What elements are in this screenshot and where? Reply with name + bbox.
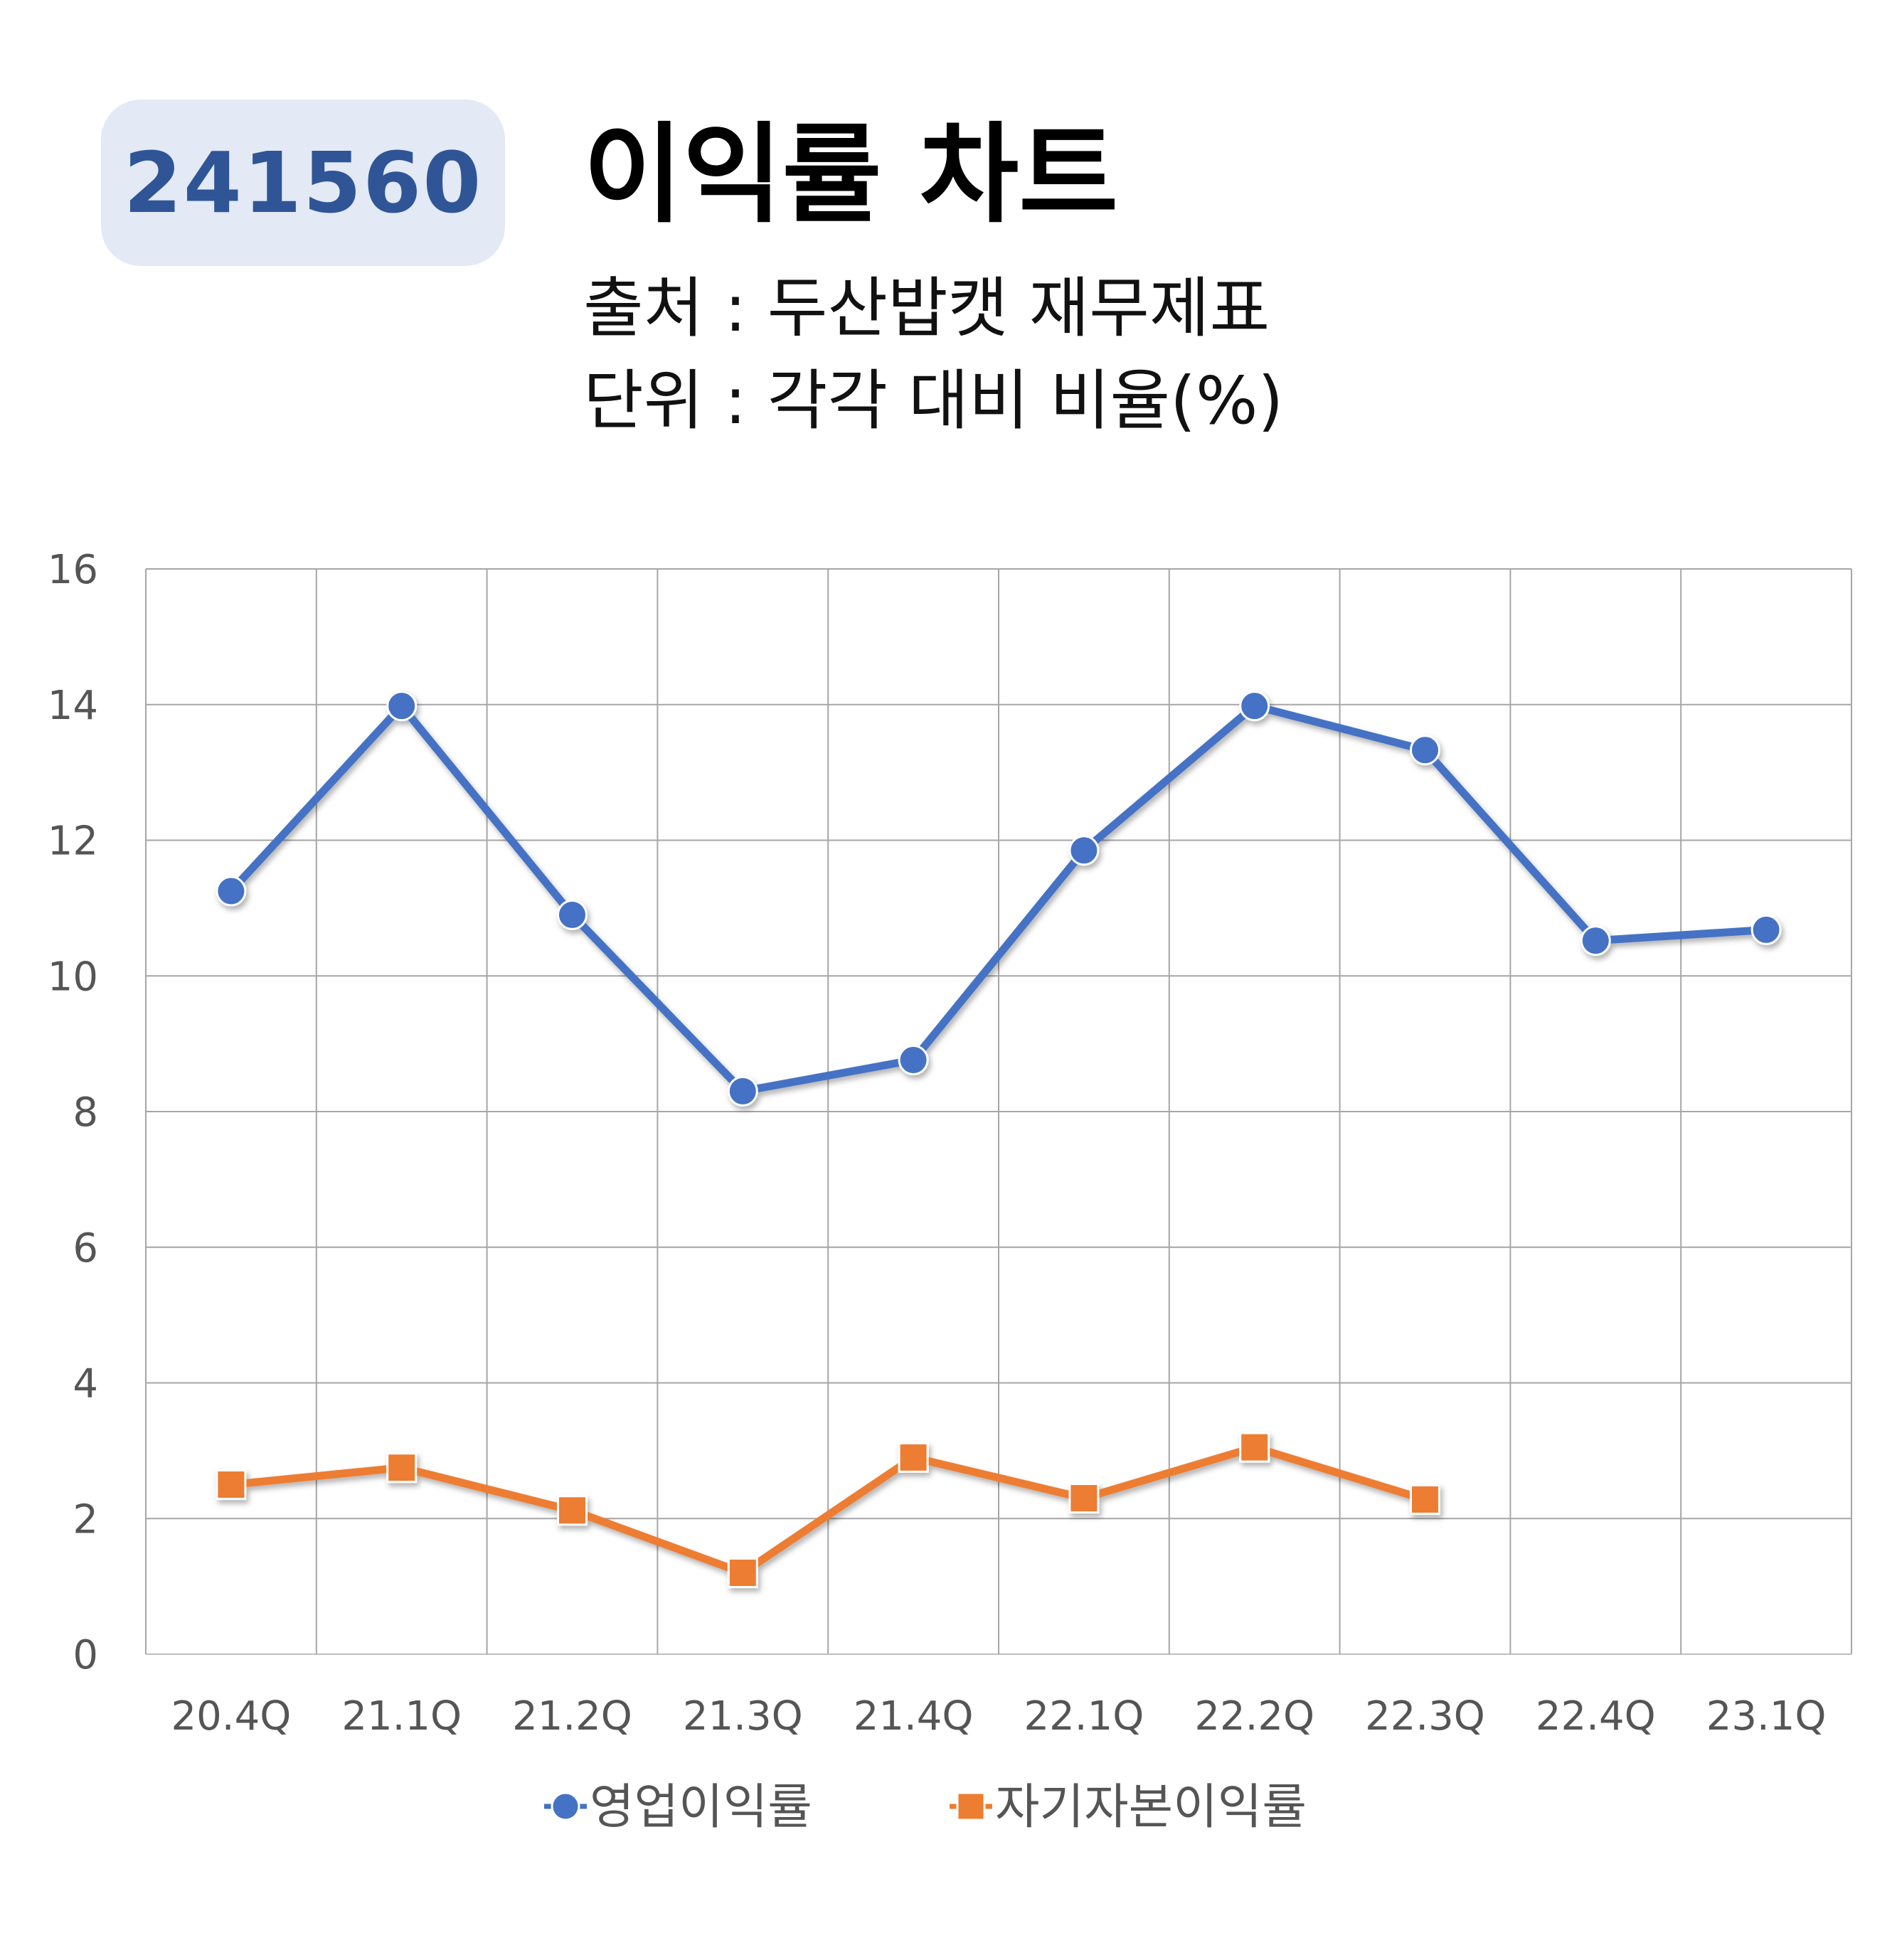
x-tick-label: 21.3Q: [683, 1693, 803, 1740]
series-2: [216, 1432, 1440, 1589]
legend-item: 자기자본이익률: [950, 1779, 1307, 1836]
x-tick-label: 23.1Q: [1706, 1693, 1827, 1740]
data-point: [1239, 1432, 1270, 1463]
legend-marker: [551, 1791, 580, 1821]
y-tick-label: 10: [48, 954, 98, 1000]
data-point: [898, 1045, 929, 1076]
data-point: [216, 875, 247, 907]
data-point: [216, 1469, 247, 1501]
x-tick-label: 21.4Q: [854, 1693, 974, 1740]
unit-text: 단위 : 각각 대비 비율(%): [583, 363, 1284, 439]
ticker-badge: 241560: [101, 100, 505, 266]
data-point: [727, 1075, 758, 1107]
data-point: [386, 691, 418, 722]
series-line: [227, 1443, 1429, 1577]
data-point: [386, 1452, 418, 1484]
data-point: [898, 1442, 929, 1473]
x-tick-label: 20.4Q: [171, 1693, 292, 1740]
x-tick-label: 22.3Q: [1365, 1693, 1485, 1740]
ticker-code: 241560: [123, 134, 483, 232]
y-tick-label: 12: [48, 819, 98, 865]
x-tick-label: 22.2Q: [1194, 1693, 1314, 1740]
legend-marker: [956, 1791, 986, 1821]
data-point: [1750, 914, 1782, 945]
legend: 영업이익률 자기자본이익률: [544, 1779, 1307, 1836]
source-text: 출처 : 두산밥캣 재무제표: [583, 270, 1270, 346]
y-tick-label: 4: [73, 1361, 98, 1407]
y-tick-label: 14: [48, 683, 98, 729]
axis-ticks: 0 2 4 6 8 10 12 14 16 20.4Q 21.1Q 21.2Q 21.3Q 21.4Q 22…: [48, 547, 1827, 1740]
legend-label: 자기자본이익률: [995, 1779, 1307, 1836]
data-point: [557, 1495, 588, 1526]
series-line: [227, 702, 1770, 1095]
data-point: [1580, 925, 1611, 957]
chart-title: 이익률 차트: [583, 112, 1119, 238]
x-tick-label: 22.1Q: [1024, 1693, 1144, 1740]
y-tick-label: 8: [73, 1090, 98, 1136]
series: [216, 691, 1782, 1589]
y-tick-label: 6: [73, 1225, 98, 1272]
legend-item: 영업이익률: [544, 1779, 812, 1836]
data-point: [557, 899, 588, 930]
y-tick-label: 16: [48, 547, 98, 593]
series-1: [216, 691, 1782, 1107]
y-tick-label: 0: [73, 1632, 98, 1678]
data-point: [1068, 835, 1100, 866]
x-tick-label: 22.4Q: [1536, 1693, 1656, 1740]
data-point: [1410, 1484, 1440, 1516]
x-tick-label: 21.1Q: [341, 1693, 462, 1740]
grid: [145, 568, 1852, 1655]
data-point: [1068, 1483, 1100, 1514]
data-point: [727, 1557, 758, 1589]
data-point: [1239, 691, 1270, 722]
legend-label: 영업이익률: [590, 1779, 812, 1836]
x-tick-label: 21.2Q: [512, 1693, 632, 1740]
data-point: [1410, 735, 1440, 766]
y-tick-label: 2: [73, 1496, 98, 1543]
